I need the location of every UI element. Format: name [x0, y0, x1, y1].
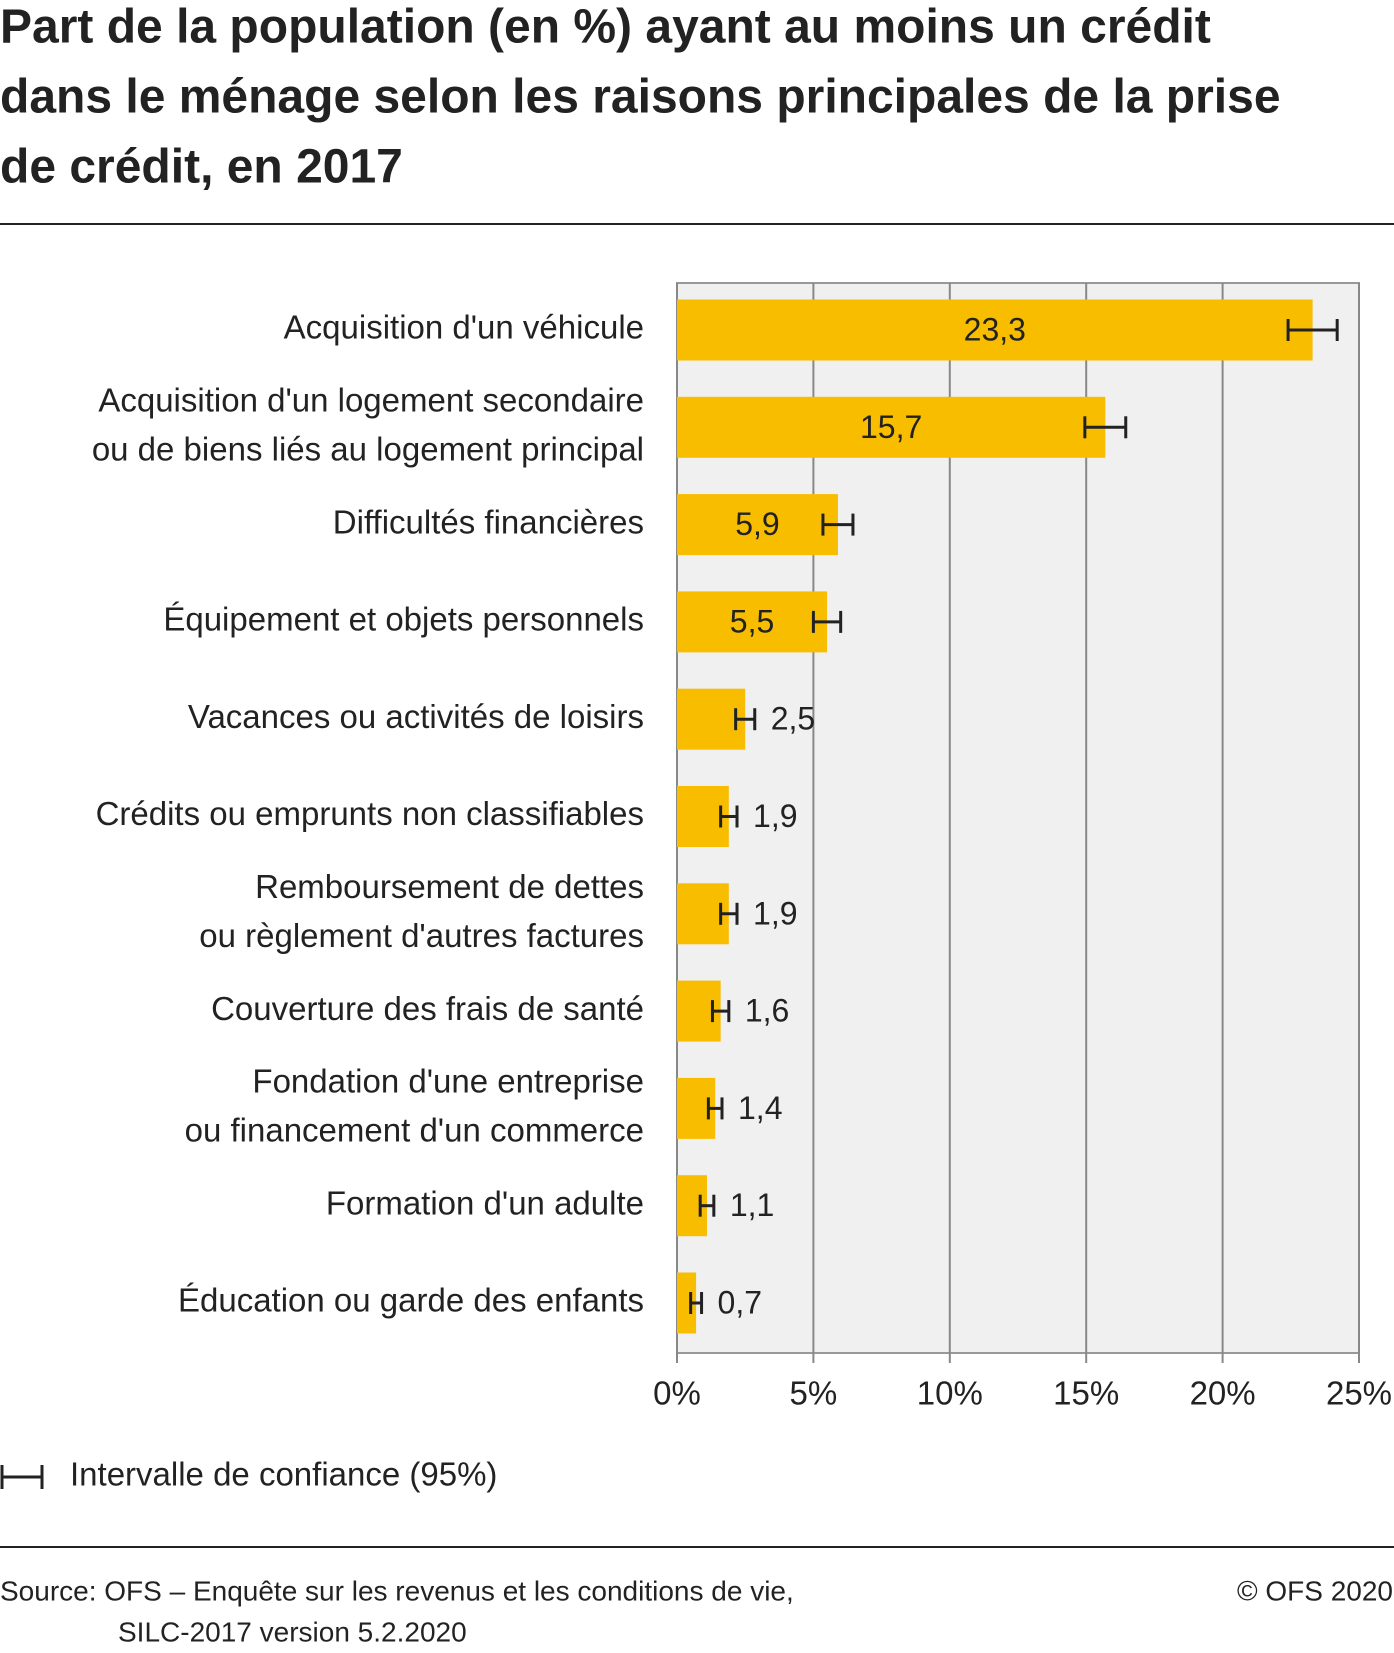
x-tick-label: 25%: [1326, 1375, 1392, 1412]
y-tick-label: Vacances ou activités de loisirs: [188, 698, 644, 735]
value-label: 1,9: [753, 895, 797, 931]
y-tick-label: ou de biens liés au logement principal: [92, 431, 644, 468]
error-bar: [719, 902, 739, 925]
bar: [677, 688, 746, 750]
error-bar: [689, 1292, 704, 1314]
error-bar: [1083, 416, 1128, 439]
error-bar: [734, 708, 757, 731]
value-label: 15,7: [860, 409, 922, 445]
value-label: 1,4: [738, 1090, 782, 1126]
copyright: © OFS 2020: [1237, 1575, 1393, 1606]
y-tick-label: Éducation ou garde des enfants: [178, 1282, 644, 1319]
bar: [677, 1272, 697, 1334]
error-bar: [1286, 319, 1339, 341]
legend-label: Intervalle de confiance (95%): [70, 1456, 497, 1493]
value-label: 1,9: [753, 798, 797, 834]
bar: [677, 396, 1106, 458]
y-tick-label: Formation d'un adulte: [326, 1184, 644, 1221]
error-bar: [811, 610, 843, 633]
plot-area: [676, 282, 1360, 1354]
x-tick-label: 10%: [917, 1375, 983, 1412]
y-tick-label: Acquisition d'un logement secondaire: [98, 382, 644, 419]
y-tick-label: Crédits ou emprunts non classifiables: [96, 795, 644, 832]
x-tick-label: 15%: [1053, 1375, 1119, 1412]
chart-title: dans le ménage selon les raisons princip…: [0, 71, 1281, 124]
x-tick-label: 0%: [653, 1375, 701, 1412]
value-label: 2,5: [771, 701, 815, 737]
bar: [677, 299, 1313, 361]
value-label: 0,7: [718, 1284, 762, 1320]
y-tick-label: Fondation d'une entreprise: [252, 1063, 644, 1100]
y-tick-label: ou règlement d'autres factures: [199, 917, 644, 954]
chart-title: Part de la population (en %) ayant au mo…: [0, 1, 1211, 54]
value-label: 5,9: [735, 506, 779, 542]
error-bar: [706, 1097, 724, 1120]
source: SILC-2017 version 5.2.2020: [118, 1616, 467, 1647]
error-bar: [719, 805, 739, 828]
x-tick-label: 5%: [790, 1375, 838, 1412]
source: Source: OFS – Enquête sur les revenus et…: [0, 1575, 794, 1606]
value-label: 1,1: [730, 1187, 774, 1223]
bar: [677, 591, 828, 653]
x-tick-label: 20%: [1190, 1375, 1256, 1412]
y-tick-label: Équipement et objets personnels: [163, 601, 644, 638]
y-tick-label: ou financement d'un commerce: [185, 1112, 644, 1149]
y-tick-label: Difficultés financières: [333, 503, 644, 540]
error-bar: [710, 1000, 731, 1023]
value-label: 1,6: [745, 993, 789, 1029]
value-label: 23,3: [964, 311, 1026, 347]
y-tick-label: Remboursement de dettes: [255, 868, 644, 905]
error-bar: [698, 1194, 716, 1217]
chart-title: de crédit, en 2017: [0, 141, 403, 194]
error-bar: [821, 513, 855, 536]
bar: [677, 494, 838, 556]
y-tick-label: Acquisition d'un véhicule: [284, 309, 644, 346]
value-label: 5,5: [730, 603, 774, 639]
y-tick-label: Couverture des frais de santé: [211, 990, 644, 1027]
